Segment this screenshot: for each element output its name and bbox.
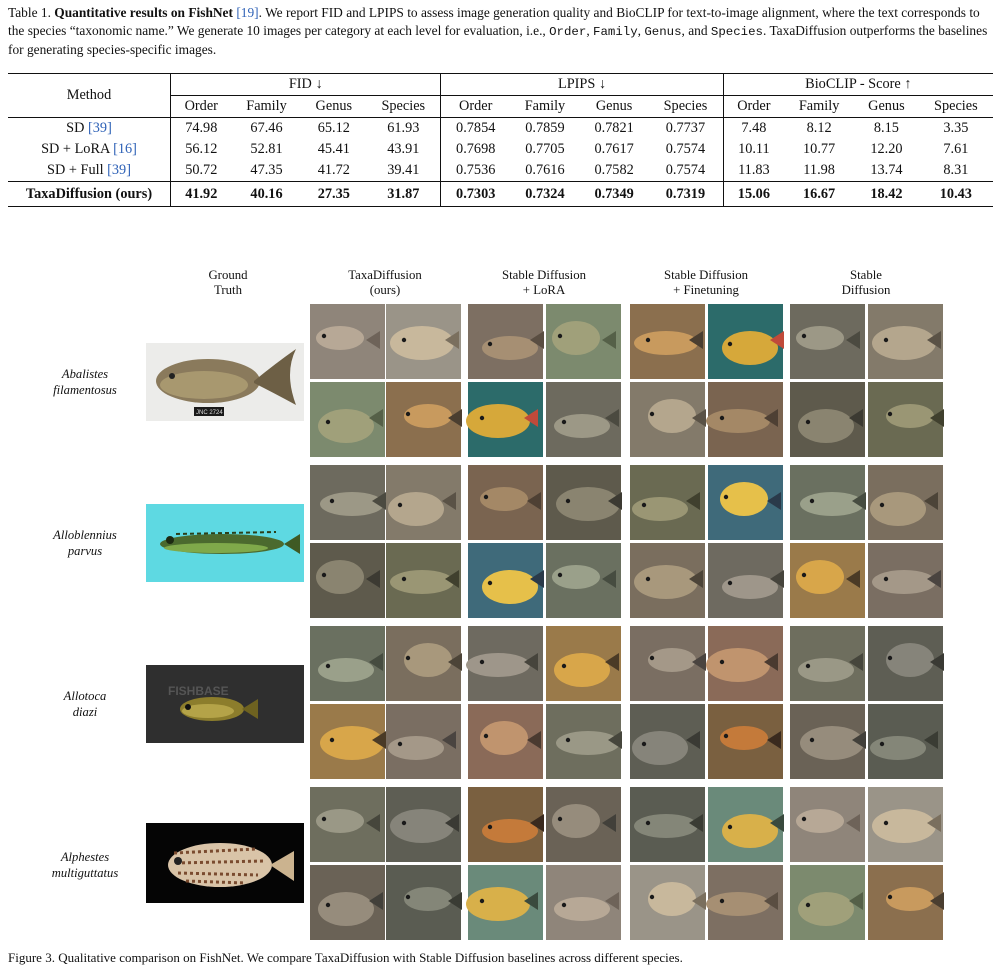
generated-image-tile: [386, 787, 461, 862]
results-table: Method FID ↓ LPIPS ↓ BioCLIP - Score ↑ O…: [8, 73, 993, 207]
generated-image-tile: [466, 382, 543, 457]
ground-truth-image: [146, 504, 304, 582]
generated-image-tile: [310, 626, 385, 701]
generated-image-tile: [546, 543, 621, 618]
generated-image-tile: [708, 704, 783, 779]
generated-image-tile: [630, 626, 706, 701]
generated-image-tile: [708, 304, 784, 379]
generated-image-tile: [706, 865, 783, 940]
generated-image-tile: [310, 865, 385, 940]
citation-link[interactable]: [19]: [236, 5, 259, 20]
generated-image-tile: [868, 304, 943, 379]
generated-image-tile: [310, 382, 385, 457]
generated-image-tile: [790, 304, 865, 379]
generated-image-tile: [706, 382, 783, 457]
column-header-ground-truth: Ground Truth: [208, 268, 248, 297]
generated-image-tile: [310, 704, 386, 779]
generated-image-tile: [546, 382, 621, 457]
generated-image-tile: [630, 865, 706, 940]
generated-image-tile: [546, 704, 622, 779]
column-header-sd: Stable Diffusion: [841, 268, 891, 297]
generated-image-tile: [386, 626, 462, 701]
table-row: SD + LoRA [16] 56.12 52.81 45.41 43.91 0.76…: [8, 139, 993, 160]
generated-image-tile: [386, 543, 461, 618]
group-fid: FID ↓: [170, 73, 442, 96]
method-header: Method: [8, 73, 171, 118]
ground-truth-image: [146, 823, 304, 903]
species-label: Abalistes filamentosus: [53, 367, 117, 397]
generated-image-tile: [466, 626, 543, 701]
generated-image-tile: [708, 787, 784, 862]
svg-text:FISHBASE: FISHBASE: [168, 684, 229, 698]
generated-image-tile: [546, 626, 621, 701]
column-header-sd-finetuning: Stable Diffusion + Finetuning: [663, 268, 748, 297]
ground-truth-image: JNC 2724: [146, 343, 304, 421]
generated-image-tile: [790, 865, 865, 940]
generated-image-tile: [386, 704, 461, 779]
generated-image-tile: [468, 543, 544, 618]
generated-image-tile: [868, 704, 943, 779]
group-bioclip: BioCLIP - Score ↑: [723, 73, 993, 96]
generated-image-tile: [630, 704, 705, 779]
generated-image-tile: [868, 626, 944, 701]
generated-image-tile: [310, 543, 385, 618]
generated-image-tile: [868, 543, 943, 618]
generated-image-tile: [386, 304, 461, 379]
generated-image-tile: [310, 465, 386, 540]
generated-image-tile: [790, 787, 865, 862]
generated-image-tile: [868, 465, 943, 540]
generated-image-tile: [630, 465, 705, 540]
species-label: Alphestes multiguttatus: [51, 850, 119, 880]
generated-image-tile: [630, 543, 705, 618]
species-label: Alloblennius parvus: [53, 528, 117, 558]
ground-truth-image: FISHBASE: [146, 665, 304, 743]
generated-image-tile: [868, 865, 944, 940]
generated-image-tile: [468, 465, 543, 540]
generated-image-tile: [310, 304, 385, 379]
generated-image-tile: [386, 465, 461, 540]
generated-image-tile: [790, 465, 866, 540]
generated-image-tile: [386, 865, 462, 940]
column-header-taxadiffusion: TaxaDiffusion (ours): [348, 268, 422, 297]
caption-title: Quantitative results on FishNet: [54, 5, 233, 20]
generated-image-tile: [630, 787, 705, 862]
generated-image-tile: [386, 382, 462, 457]
generated-image-tile: [790, 382, 865, 457]
table-row: SD [39] 74.98 67.46 65.12 61.93 0.7854 0.785…: [8, 117, 993, 139]
species-label: Allotoca diazi: [63, 689, 107, 719]
table-row-ours: TaxaDiffusion (ours) 41.92 40.16 27.35 31.8…: [8, 181, 993, 207]
generated-image-tile: [868, 382, 944, 457]
generated-image-tile: [630, 382, 706, 457]
figure-caption: Figure 3. Qualitative comparison on Fish…: [8, 950, 683, 965]
generated-image-tile: [468, 704, 543, 779]
table-row: SD + Full [39] 50.72 47.35 41.72 39.41 0.75…: [8, 160, 993, 182]
generated-image-tile: [790, 704, 866, 779]
generated-image-tile: [468, 304, 544, 379]
table-caption: Table 1. Quantitative results on FishNet…: [8, 5, 988, 57]
group-lpips: LPIPS ↓: [440, 73, 724, 96]
generated-image-tile: [706, 626, 783, 701]
generated-image-tile: [546, 304, 621, 379]
generated-image-tile: [708, 465, 783, 540]
generated-image-tile: [790, 626, 865, 701]
generated-image-tile: [466, 865, 543, 940]
generated-image-tile: [310, 787, 385, 862]
generated-image-tile: [630, 304, 705, 379]
column-header-sd-lora: Stable Diffusion + LoRA: [501, 268, 586, 297]
generated-image-tile: [868, 787, 943, 862]
generated-image-tile: [546, 787, 621, 862]
generated-image-tile: [546, 865, 621, 940]
generated-image-tile: [468, 787, 544, 862]
svg-text:JNC 2724: JNC 2724: [196, 410, 223, 416]
generated-image-tile: [708, 543, 784, 618]
generated-image-tile: [546, 465, 622, 540]
generated-image-tile: [790, 543, 865, 618]
